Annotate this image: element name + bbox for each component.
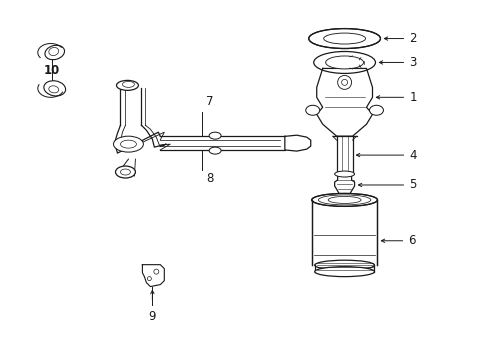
Text: 10: 10 bbox=[43, 64, 60, 77]
Polygon shape bbox=[142, 265, 164, 287]
Ellipse shape bbox=[45, 45, 64, 60]
Ellipse shape bbox=[318, 195, 370, 205]
Text: 2: 2 bbox=[408, 32, 416, 45]
Ellipse shape bbox=[334, 171, 354, 177]
Ellipse shape bbox=[116, 80, 138, 90]
Ellipse shape bbox=[325, 56, 363, 69]
Polygon shape bbox=[336, 136, 352, 174]
Polygon shape bbox=[334, 174, 354, 196]
Ellipse shape bbox=[327, 197, 360, 203]
Ellipse shape bbox=[313, 51, 375, 73]
Ellipse shape bbox=[113, 136, 143, 152]
Polygon shape bbox=[311, 200, 377, 265]
Ellipse shape bbox=[209, 132, 221, 139]
Text: 7: 7 bbox=[206, 95, 213, 108]
Ellipse shape bbox=[314, 267, 374, 276]
Ellipse shape bbox=[115, 166, 135, 178]
Text: 8: 8 bbox=[206, 172, 213, 185]
Ellipse shape bbox=[49, 48, 59, 55]
Ellipse shape bbox=[209, 147, 221, 154]
Text: 6: 6 bbox=[407, 234, 415, 247]
Ellipse shape bbox=[311, 193, 377, 206]
Ellipse shape bbox=[305, 105, 319, 115]
Ellipse shape bbox=[120, 140, 136, 148]
Text: 5: 5 bbox=[408, 179, 416, 192]
Circle shape bbox=[337, 75, 351, 89]
Polygon shape bbox=[316, 68, 372, 136]
Text: 3: 3 bbox=[408, 56, 416, 69]
Ellipse shape bbox=[49, 86, 59, 93]
Ellipse shape bbox=[369, 105, 383, 115]
Circle shape bbox=[154, 269, 159, 274]
Text: 4: 4 bbox=[408, 149, 416, 162]
Ellipse shape bbox=[120, 169, 130, 175]
Ellipse shape bbox=[44, 81, 65, 96]
Polygon shape bbox=[285, 135, 310, 151]
Text: 1: 1 bbox=[408, 91, 416, 104]
Text: 9: 9 bbox=[148, 310, 156, 324]
Circle shape bbox=[341, 80, 347, 85]
Ellipse shape bbox=[122, 81, 134, 87]
Circle shape bbox=[147, 276, 151, 280]
Polygon shape bbox=[314, 265, 374, 272]
Polygon shape bbox=[160, 136, 314, 150]
Ellipse shape bbox=[314, 260, 374, 270]
Ellipse shape bbox=[308, 28, 380, 49]
